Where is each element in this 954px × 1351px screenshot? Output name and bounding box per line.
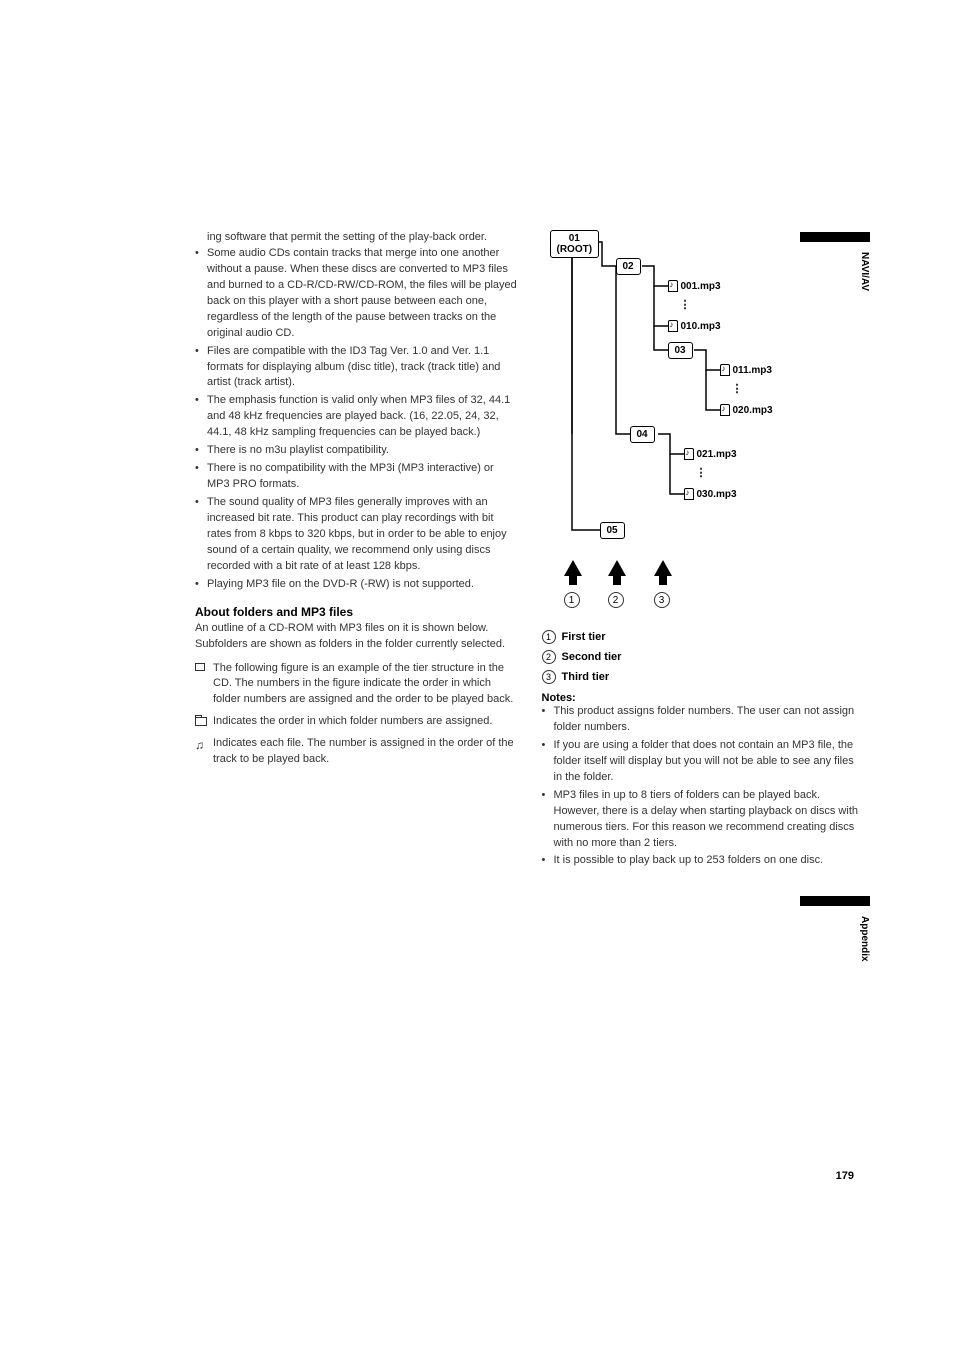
- bullet-item: There is no m3u playlist compatibility.: [195, 443, 518, 459]
- arrow-up-icon: [608, 560, 626, 576]
- page-number: 179: [836, 1170, 854, 1182]
- left-column: ing software that permit the setting of …: [195, 230, 518, 871]
- note-item-text: Indicates each file. The number is assig…: [213, 737, 514, 765]
- circle-num-2: 2: [608, 592, 624, 608]
- circle-num-icon: 1: [542, 630, 556, 644]
- arrow-up-icon: [654, 560, 672, 576]
- section-heading: About folders and MP3 files: [195, 605, 518, 619]
- folder-icon: [195, 715, 207, 725]
- bullet-item: Files are compatible with the ID3 Tag Ve…: [195, 344, 518, 392]
- legend-label: Second tier: [562, 651, 622, 663]
- file-030: 030.mp3: [684, 488, 737, 500]
- box-icon: [195, 663, 205, 671]
- bullet-item: Some audio CDs contain tracks that merge…: [195, 246, 518, 342]
- note-item: ♫ Indicates each file. The number is ass…: [195, 736, 518, 768]
- icon-list: The following figure is an example of th…: [195, 661, 518, 769]
- bullet-item: The sound quality of MP3 files generally…: [195, 495, 518, 575]
- file-021: 021.mp3: [684, 448, 737, 460]
- circle-num-icon: 3: [542, 670, 556, 684]
- node-02: 02: [616, 258, 641, 275]
- node-05: 05: [600, 522, 625, 539]
- note-bullet: MP3 files in up to 8 tiers of folders ca…: [542, 788, 865, 852]
- notes-heading: Notes:: [542, 692, 865, 704]
- bullet-item: There is no compatibility with the MP3i …: [195, 461, 518, 493]
- node-03: 03: [668, 342, 693, 359]
- box-item: The following figure is an example of th…: [195, 661, 518, 709]
- circle-num-1: 1: [564, 592, 580, 608]
- folder-tree-diagram: 01(ROOT) 02 03 04 05 001.mp3 ⋮ 010.mp3 0…: [550, 230, 810, 620]
- legend-item: 3 Third tier: [542, 670, 865, 684]
- music-note-icon: [720, 404, 730, 416]
- folder-item: Indicates the order in which folder numb…: [195, 714, 518, 730]
- legend-label: Third tier: [562, 671, 610, 683]
- folder-item-text: Indicates the order in which folder numb…: [213, 715, 492, 727]
- music-note-icon: [668, 280, 678, 292]
- music-note-icon: [684, 448, 694, 460]
- legend-item: 1 First tier: [542, 630, 865, 644]
- circle-num-icon: 2: [542, 650, 556, 664]
- note-bullet: If you are using a folder that does not …: [542, 738, 865, 786]
- vdots-icon: ⋮: [732, 382, 742, 395]
- right-column: 01(ROOT) 02 03 04 05 001.mp3 ⋮ 010.mp3 0…: [542, 230, 865, 871]
- heading-desc: An outline of a CD-ROM with MP3 files on…: [195, 621, 518, 653]
- vdots-icon: ⋮: [696, 466, 706, 479]
- left-bullets: Some audio CDs contain tracks that merge…: [195, 246, 518, 593]
- legend-label: First tier: [562, 631, 606, 643]
- arrow-up-icon: [564, 560, 582, 576]
- note-bullet: It is possible to play back up to 253 fo…: [542, 853, 865, 869]
- file-020: 020.mp3: [720, 404, 773, 416]
- node-root: 01(ROOT): [550, 230, 600, 258]
- note-bullet: This product assigns folder numbers. The…: [542, 704, 865, 736]
- side-tab-appendix: Appendix: [859, 916, 870, 962]
- music-note-icon: [668, 320, 678, 332]
- legend-list: 1 First tier 2 Second tier 3 Third tier: [542, 630, 865, 684]
- file-011: 011.mp3: [720, 364, 772, 376]
- music-note-icon: [720, 364, 730, 376]
- header-bar: [800, 232, 870, 242]
- section-bar: [800, 896, 870, 906]
- intro-text: ing software that permit the setting of …: [195, 230, 518, 246]
- file-010: 010.mp3: [668, 320, 721, 332]
- node-04: 04: [630, 426, 655, 443]
- music-note-icon: [684, 488, 694, 500]
- side-tab-naviav: NAVI/AV: [856, 252, 870, 291]
- bullet-item: Playing MP3 file on the DVD-R (-RW) is n…: [195, 577, 518, 593]
- vdots-icon: ⋮: [680, 298, 690, 311]
- legend-item: 2 Second tier: [542, 650, 865, 664]
- file-001: 001.mp3: [668, 280, 721, 292]
- box-item-text: The following figure is an example of th…: [213, 662, 513, 706]
- circle-num-3: 3: [654, 592, 670, 608]
- bullet-item: The emphasis function is valid only when…: [195, 393, 518, 441]
- notes-bullets: This product assigns folder numbers. The…: [542, 704, 865, 869]
- music-note-icon: ♫: [195, 737, 204, 754]
